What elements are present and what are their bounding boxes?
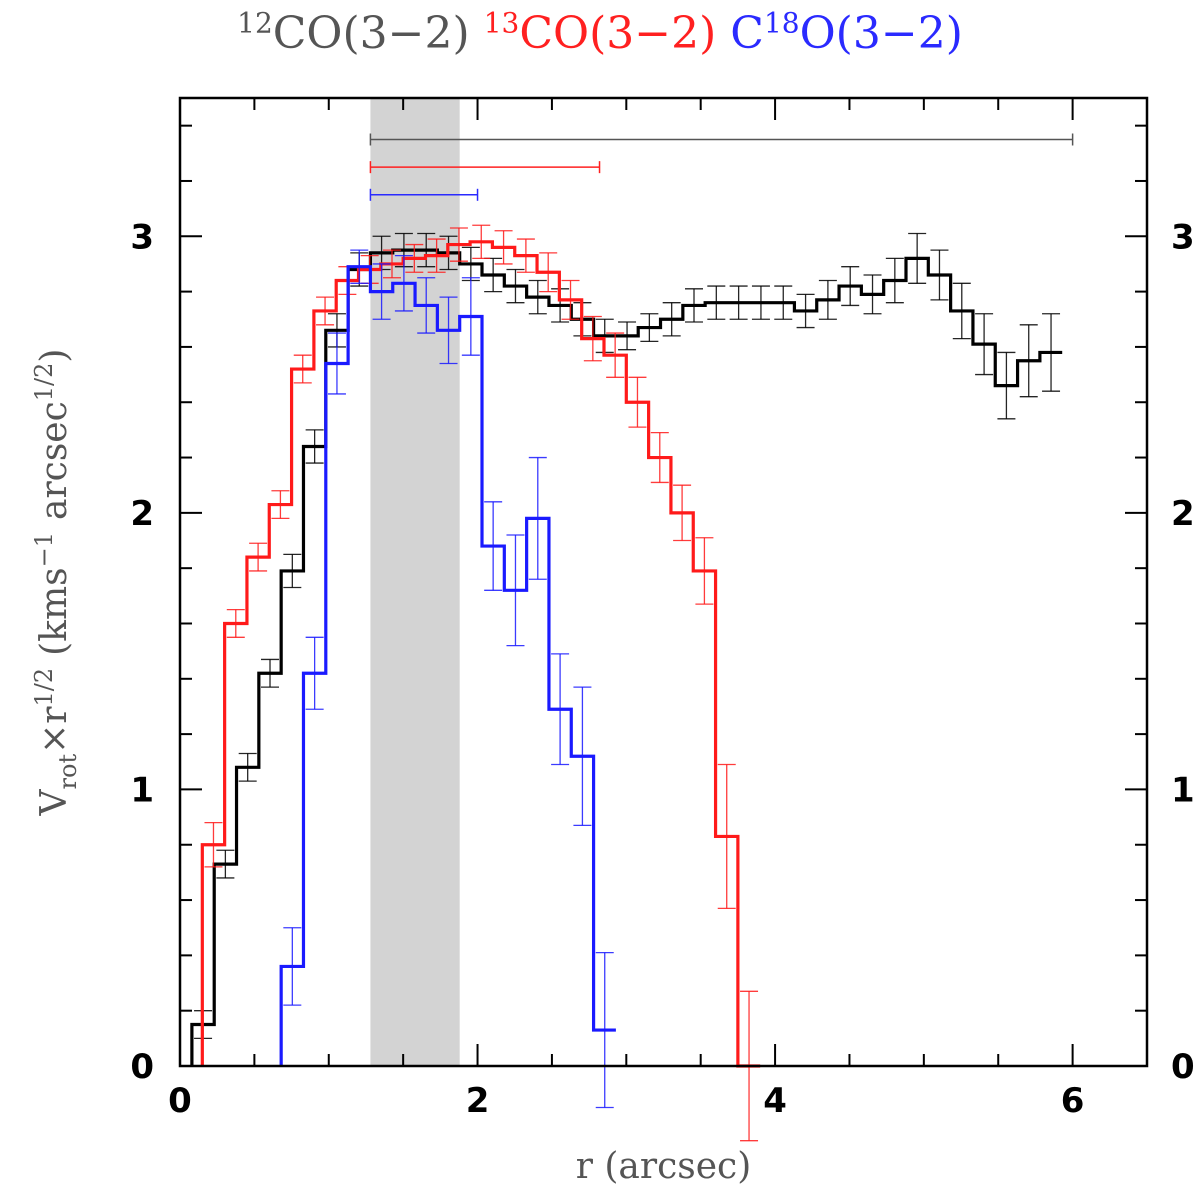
y-tick-label-right: 3 xyxy=(1171,217,1195,257)
x-tick-label: 4 xyxy=(763,1081,787,1121)
title-13co: 13CO(3−2) xyxy=(483,6,717,59)
tick-labels-layer: 0 2 4 60 01 12 23 3 xyxy=(130,217,1194,1121)
y-tick-label-right: 0 xyxy=(1171,1047,1195,1087)
series-step-line xyxy=(279,265,616,1066)
y-tick-label: 0 xyxy=(130,1047,154,1087)
y-tick-label-right: 1 xyxy=(1171,770,1195,810)
x-tick-label: 2 xyxy=(466,1081,490,1121)
series-step-line xyxy=(200,240,761,1068)
y-axis-label: Vrot×r1/2(kms−1arcsec1/2) xyxy=(30,349,82,817)
plot-frame xyxy=(178,96,1149,1068)
x-axis-label: r (arcsec) xyxy=(576,1146,752,1187)
y-tick-label-right: 2 xyxy=(1171,494,1195,534)
range-bars-layer xyxy=(369,133,1074,201)
series-layer xyxy=(190,224,1063,1142)
title-c18o: C18O(3−2) xyxy=(730,6,963,59)
title-12co: 12CO(3−2) xyxy=(237,6,470,59)
y-tick-label: 1 xyxy=(130,770,154,810)
y-tick-label: 2 xyxy=(130,494,154,534)
chart-title: 12CO(3−2) 13CO(3−2) C18O(3−2) xyxy=(0,6,1200,59)
x-tick-label: 6 xyxy=(1061,1081,1085,1121)
series-2 xyxy=(279,249,616,1109)
y-tick-label: 3 xyxy=(130,217,154,257)
x-tick-label: 0 xyxy=(168,1081,192,1121)
